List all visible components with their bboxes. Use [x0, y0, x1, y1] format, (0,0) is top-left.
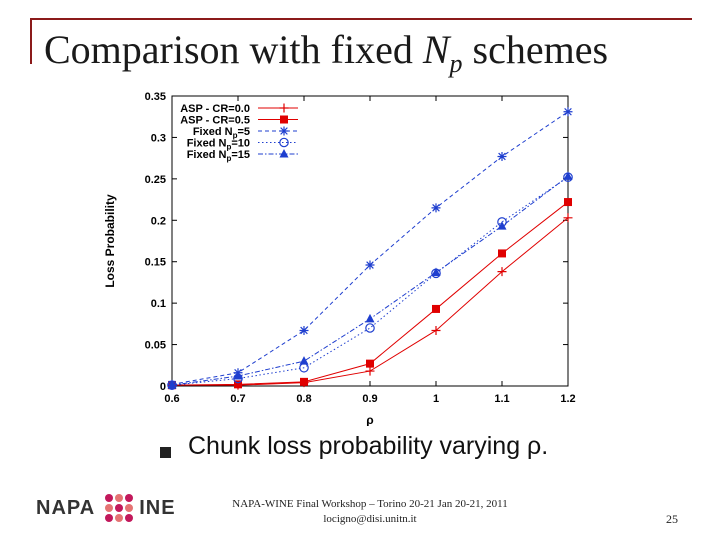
series-1-point — [497, 267, 507, 277]
logo-grapes-icon — [105, 494, 134, 522]
title-prefix: Comparison with fixed — [44, 27, 423, 72]
series-1-point — [563, 213, 573, 223]
legend-marker-4 — [279, 137, 289, 148]
y-tick-label: 0.2 — [151, 215, 166, 227]
slide-title: Comparison with fixed Np schemes — [44, 26, 608, 79]
title-frame-top — [30, 18, 692, 20]
series-5-point — [299, 356, 309, 365]
series-5-point — [167, 380, 177, 389]
logo-text-left: NAPA — [36, 496, 96, 519]
y-tick-label: 0.15 — [145, 257, 166, 269]
footer-line2: locigno@disi.unitn.it — [323, 513, 417, 525]
series-line-2 — [171, 201, 569, 386]
series-5-point — [431, 267, 441, 276]
series-3-point — [563, 107, 573, 117]
bullet-square-icon — [160, 447, 171, 458]
series-2-point — [564, 198, 572, 207]
bullet-text: Chunk loss probability varying ρ. — [188, 432, 549, 460]
series-2-point — [498, 249, 506, 258]
series-3-point — [365, 260, 375, 270]
y-tick-label: 0 — [160, 381, 166, 393]
legend-label-2: ASP - CR=0.5 — [180, 115, 250, 127]
legend-marker-5 — [279, 149, 289, 158]
legend-label-5: Fixed Np=15 — [187, 149, 250, 163]
page-number: 25 — [666, 512, 678, 526]
title-variable: Np — [422, 27, 463, 78]
legend-marker-1 — [279, 103, 289, 113]
series-1-point — [365, 366, 375, 376]
series-5-point — [365, 313, 375, 323]
x-tick-label: 0.8 — [296, 393, 311, 405]
x-axis-label: ρ — [366, 413, 373, 426]
series-3-point — [497, 151, 507, 161]
footer: NAPA-WINE Final Workshop – Torino 20-21 … — [180, 497, 560, 527]
series-3-point — [299, 325, 309, 335]
y-tick-label: 0.05 — [145, 340, 166, 352]
legend-label-1: ASP - CR=0.0 — [180, 103, 250, 115]
x-tick-label: 1 — [433, 393, 439, 405]
x-tick-label: 1.1 — [494, 393, 509, 405]
x-tick-label: 0.7 — [230, 393, 245, 405]
y-tick-label: 0.3 — [151, 132, 166, 144]
series-line-5 — [171, 175, 569, 386]
series-5-point — [563, 171, 573, 180]
y-tick-label: 0.1 — [151, 298, 166, 310]
legend-marker-3 — [279, 126, 289, 136]
footer-line1: NAPA-WINE Final Workshop – Torino 20-21 … — [232, 498, 508, 510]
title-frame-left — [30, 18, 32, 64]
napa-wine-logo: NAPA INE — [36, 494, 176, 522]
x-tick-label: 1.2 — [560, 393, 575, 405]
legend-label-4: Fixed Np=10 — [187, 138, 250, 152]
series-3-point — [431, 203, 441, 213]
series-2-point — [432, 304, 440, 313]
y-tick-label: 0.35 — [145, 91, 166, 103]
series-5-point — [233, 371, 243, 380]
series-2-point — [300, 377, 308, 386]
series-2-point — [234, 380, 242, 389]
legend-marker-2 — [280, 115, 288, 124]
series-5-point — [497, 221, 507, 230]
series-line-4 — [171, 176, 569, 386]
title-suffix: schemes — [462, 27, 609, 72]
series-1-point — [431, 325, 441, 335]
y-axis-label: Loss Probability — [103, 194, 117, 288]
legend-label-3: Fixed Np=5 — [193, 126, 250, 140]
logo-text-right: INE — [139, 496, 176, 519]
y-tick-label: 0.25 — [145, 174, 166, 186]
x-tick-label: 0.9 — [362, 393, 377, 405]
title-subscript: p — [449, 49, 463, 78]
x-tick-label: 0.6 — [164, 393, 179, 405]
loss-probability-chart: 0 0.05 0.1 0.15 0.2 0.25 0.3 0.35 0.6 0.7 0.8 0.9 1 1… — [103, 91, 576, 426]
series-2-point — [366, 359, 374, 368]
title-var: N — [422, 27, 450, 72]
series-4-point — [365, 323, 375, 333]
